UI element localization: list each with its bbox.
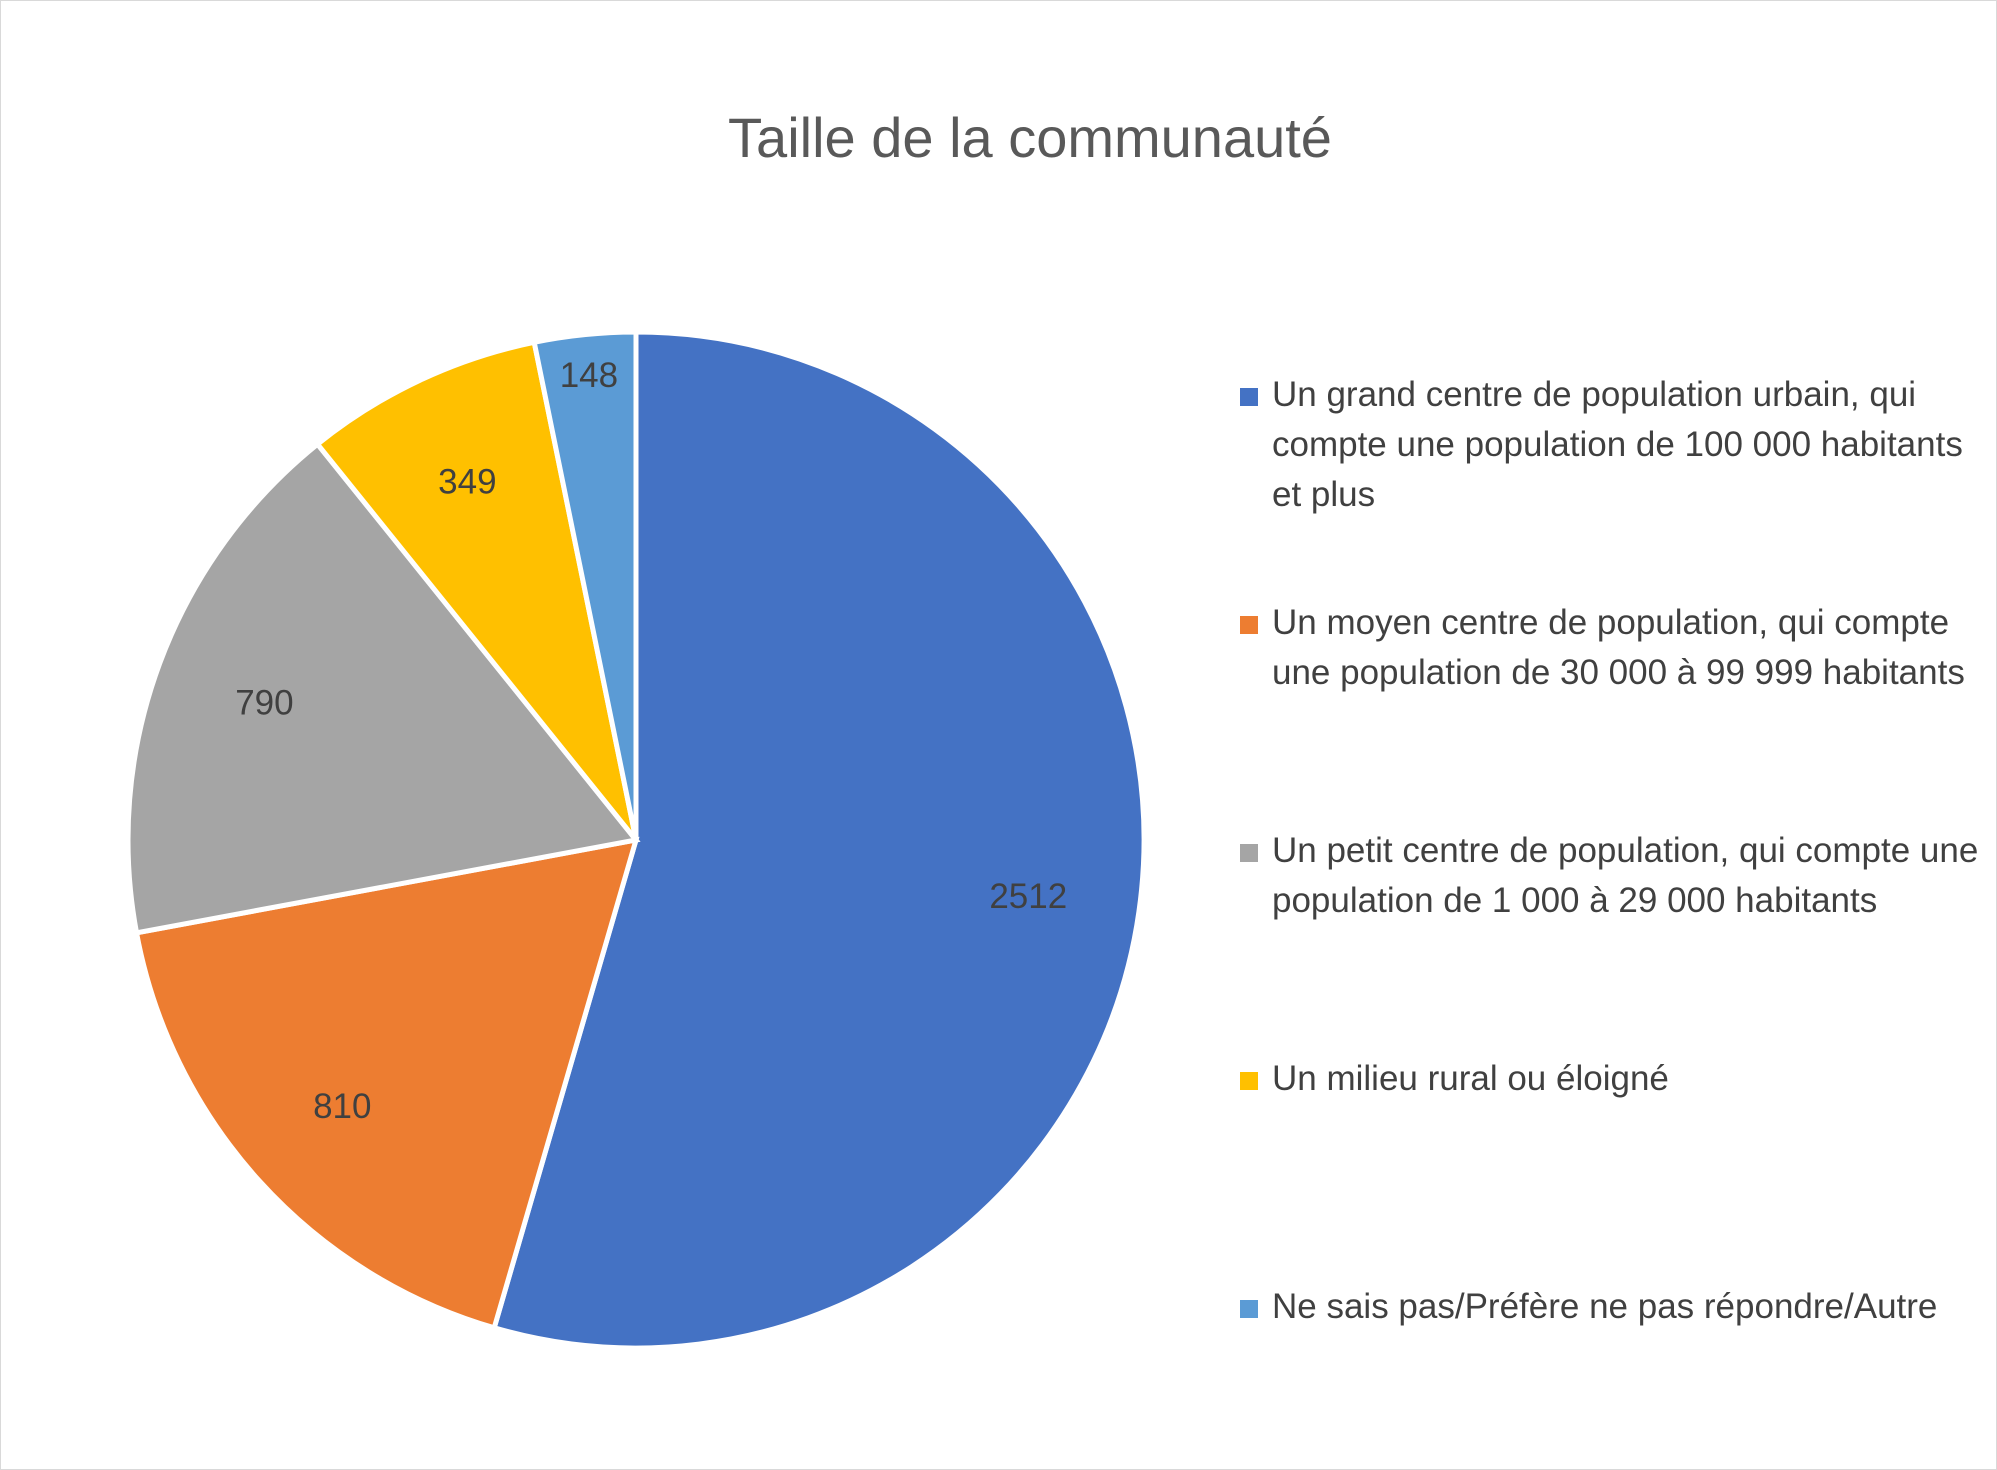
legend-label-autre: Ne sais pas/Préfère ne pas répondre/Autr… bbox=[1272, 1287, 1938, 1326]
pie-slice-moyen bbox=[133, 836, 640, 1331]
legend-label-moyen: Un moyen centre de population, qui compt… bbox=[1272, 603, 1965, 692]
data-label-grand-urbain: 2512 bbox=[989, 877, 1067, 916]
legend-swatch-rural bbox=[1240, 1072, 1258, 1090]
legend-swatch-grand-urbain bbox=[1240, 388, 1258, 406]
legend-item-grand-urbain: Un grand centre de population urbain, qu… bbox=[1240, 370, 1990, 520]
data-label-rural: 349 bbox=[438, 462, 496, 501]
legend-swatch-petit bbox=[1240, 844, 1258, 862]
data-label-petit: 790 bbox=[235, 683, 293, 722]
pie-slice-petit bbox=[125, 440, 641, 936]
legend-item-autre: Ne sais pas/Préfère ne pas répondre/Autr… bbox=[1240, 1282, 1990, 1332]
pie-slice-grand-urbain bbox=[491, 329, 1147, 1351]
legend-swatch-autre bbox=[1240, 1300, 1258, 1318]
legend-label-rural: Un milieu rural ou éloigné bbox=[1272, 1059, 1669, 1098]
legend-label-grand-urbain: Un grand centre de population urbain, qu… bbox=[1272, 375, 1963, 514]
data-label-autre: 148 bbox=[560, 356, 618, 395]
legend-item-rural: Un milieu rural ou éloigné bbox=[1240, 1054, 1990, 1104]
data-label-moyen: 810 bbox=[313, 1087, 371, 1126]
pie-slice-autre bbox=[531, 329, 639, 841]
legend-swatch-moyen bbox=[1240, 616, 1258, 634]
legend-item-moyen: Un moyen centre de population, qui compt… bbox=[1240, 598, 1990, 698]
chart-title: Taille de la communauté bbox=[728, 106, 1332, 169]
legend-label-petit: Un petit centre de population, qui compt… bbox=[1272, 831, 1979, 920]
pie-slice-rural bbox=[314, 339, 639, 842]
legend-item-petit: Un petit centre de population, qui compt… bbox=[1240, 826, 1990, 926]
